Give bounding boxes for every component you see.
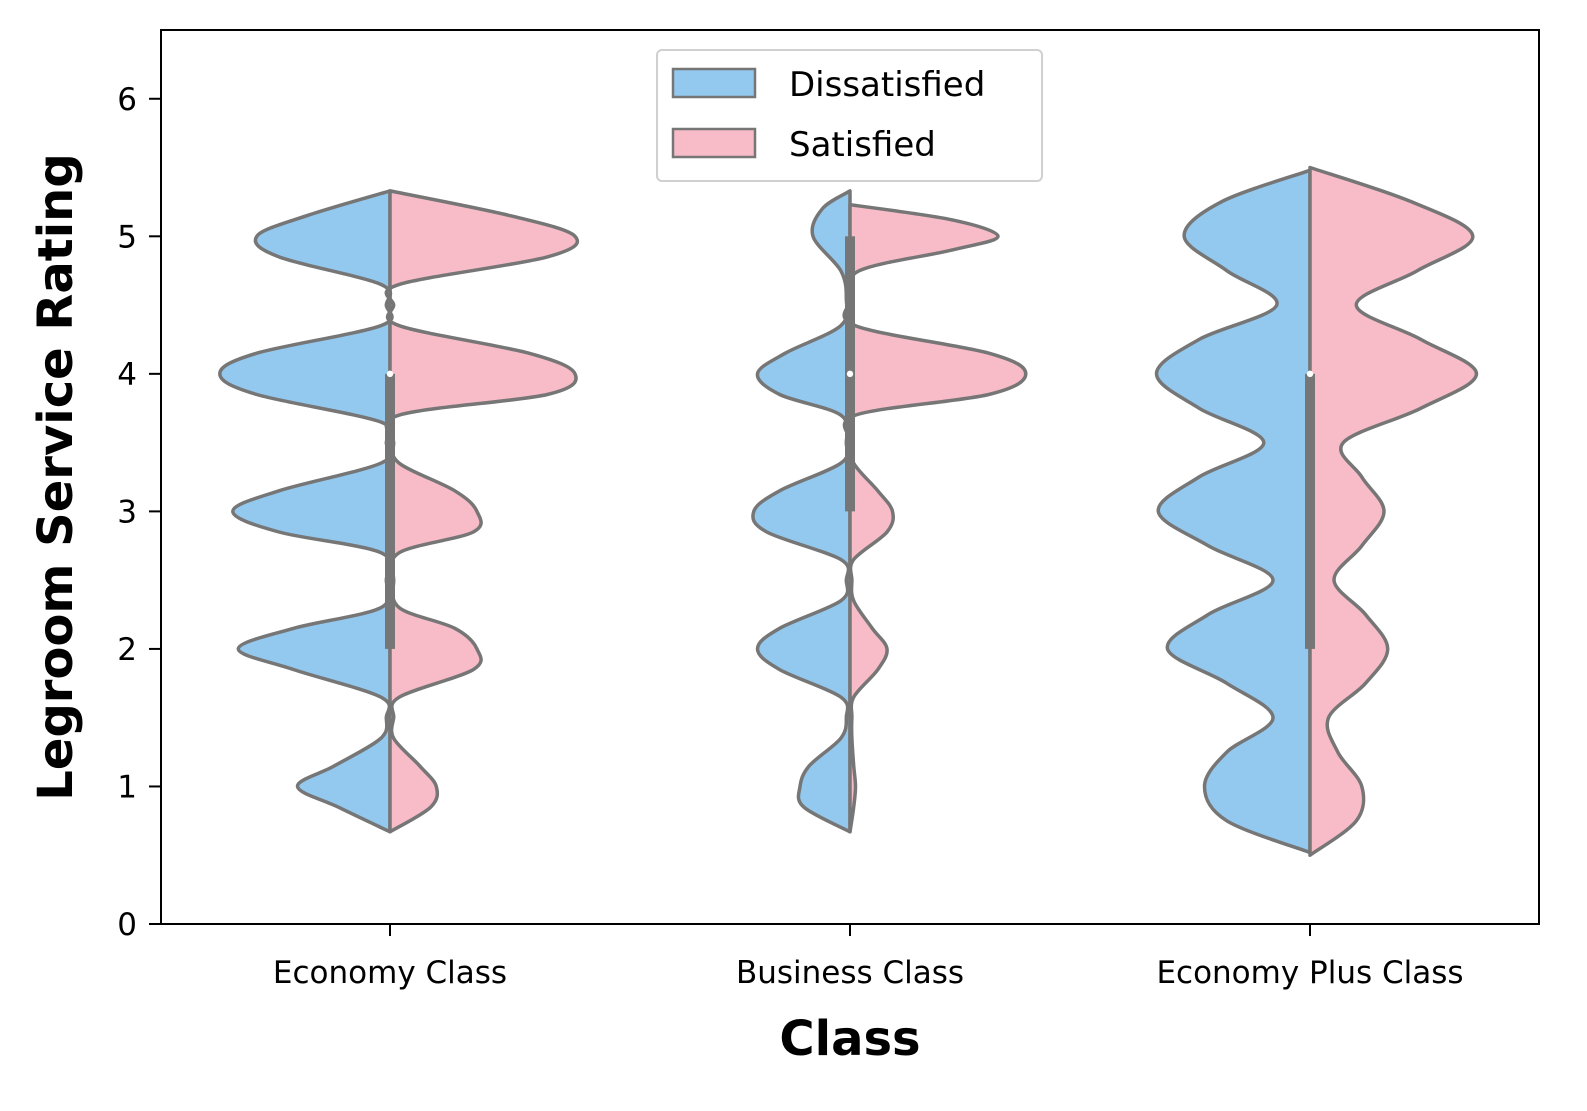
y-tick-label-6: 6 — [117, 82, 137, 118]
violin-satisfied-2 — [1308, 165, 1479, 857]
y-axis-title: Legroom Service Rating — [28, 153, 84, 800]
y-tick-label-4: 4 — [117, 357, 137, 393]
violin-dissatisfied-0 — [218, 189, 394, 834]
legend: Dissatisfied Satisfied — [656, 49, 1043, 182]
y-tick-label-3: 3 — [117, 494, 137, 530]
box-iqr-2 — [1305, 373, 1315, 649]
box-iqr-0 — [385, 373, 395, 649]
x-axis-title: Class — [779, 1011, 920, 1067]
x-tick-label-2: Economy Plus Class — [1156, 955, 1463, 991]
plot-area — [218, 165, 1479, 857]
y-axis: 0 1 2 3 4 5 6 — [117, 82, 161, 943]
y-tick-label-0: 0 — [117, 907, 137, 943]
y-tick-label-5: 5 — [117, 219, 137, 255]
legend-swatch-satisfied — [671, 127, 757, 159]
y-tick-label-1: 1 — [117, 769, 137, 805]
violin-dissatisfied-1 — [751, 189, 852, 834]
y-tick-label-2: 2 — [117, 632, 137, 668]
violin-dissatisfied-2 — [1154, 168, 1312, 855]
legend-label-satisfied: Satisfied — [789, 125, 936, 165]
legend-label-dissatisfied: Dissatisfied — [789, 65, 985, 105]
legend-swatch-dissatisfied — [671, 67, 757, 99]
violin-satisfied-1 — [842, 202, 1028, 834]
box-median-0 — [386, 370, 394, 378]
x-axis: Economy Class Business Class Economy Plus … — [273, 924, 1464, 991]
violin-satisfied-0 — [384, 189, 580, 834]
box-median-2 — [1306, 370, 1314, 378]
x-tick-label-0: Economy Class — [273, 955, 507, 991]
box-median-1 — [846, 370, 854, 378]
x-tick-label-1: Business Class — [736, 955, 964, 991]
